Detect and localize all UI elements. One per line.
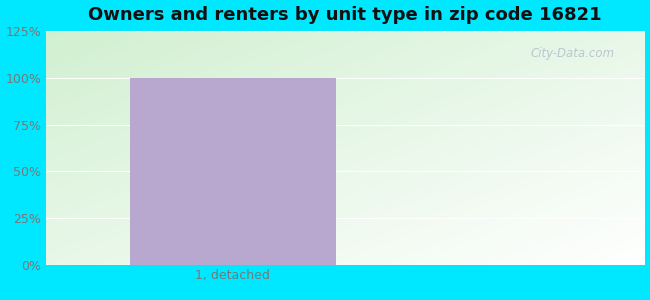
Title: Owners and renters by unit type in zip code 16821: Owners and renters by unit type in zip c… [88,6,602,24]
Bar [130,78,335,265]
Text: City-Data.com: City-Data.com [530,47,614,60]
